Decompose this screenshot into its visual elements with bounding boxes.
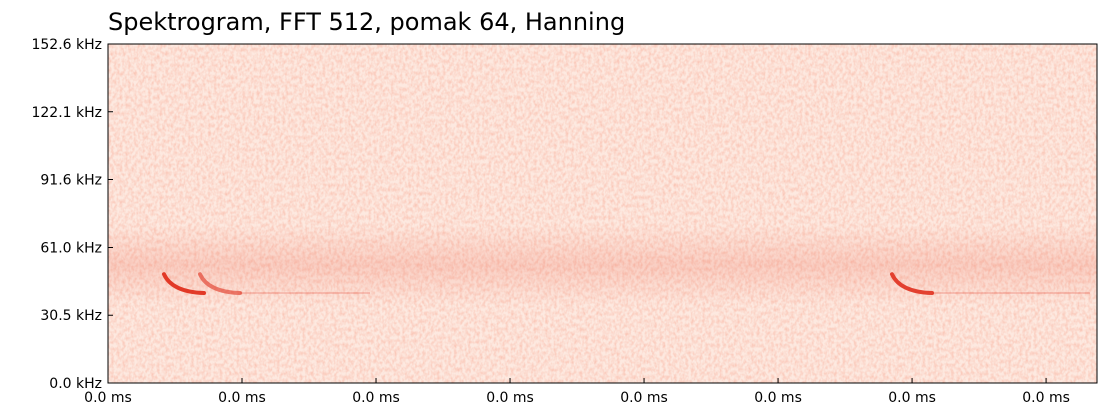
call-trace xyxy=(162,272,206,296)
call-trace xyxy=(198,272,242,296)
x-tick-label: 0.0 ms xyxy=(620,390,668,406)
plot-area xyxy=(108,44,1097,383)
y-tick-label: 30.5 kHz xyxy=(40,308,102,324)
x-tick-label: 0.0 ms xyxy=(84,390,132,406)
y-tick-label: 122.1 kHz xyxy=(31,105,102,121)
plot-frame xyxy=(107,43,1098,384)
x-tick-label: 0.0 ms xyxy=(1022,390,1070,406)
x-tick-label: 0.0 ms xyxy=(888,390,936,406)
y-tick-label: 61.0 kHz xyxy=(40,240,102,256)
y-tick-label: 91.6 kHz xyxy=(40,173,102,189)
y-tick-label: 152.6 kHz xyxy=(31,37,102,53)
x-tick-label: 0.0 ms xyxy=(754,390,802,406)
x-tick-label: 0.0 ms xyxy=(352,390,400,406)
call-trace xyxy=(890,272,934,296)
spectrogram-noise xyxy=(108,44,1097,383)
x-tick-label: 0.0 ms xyxy=(218,390,266,406)
x-tick-label: 0.0 ms xyxy=(486,390,534,406)
chart-title: Spektrogram, FFT 512, pomak 64, Hanning xyxy=(108,8,625,36)
y-tick-label: 0.0 kHz xyxy=(49,376,102,392)
